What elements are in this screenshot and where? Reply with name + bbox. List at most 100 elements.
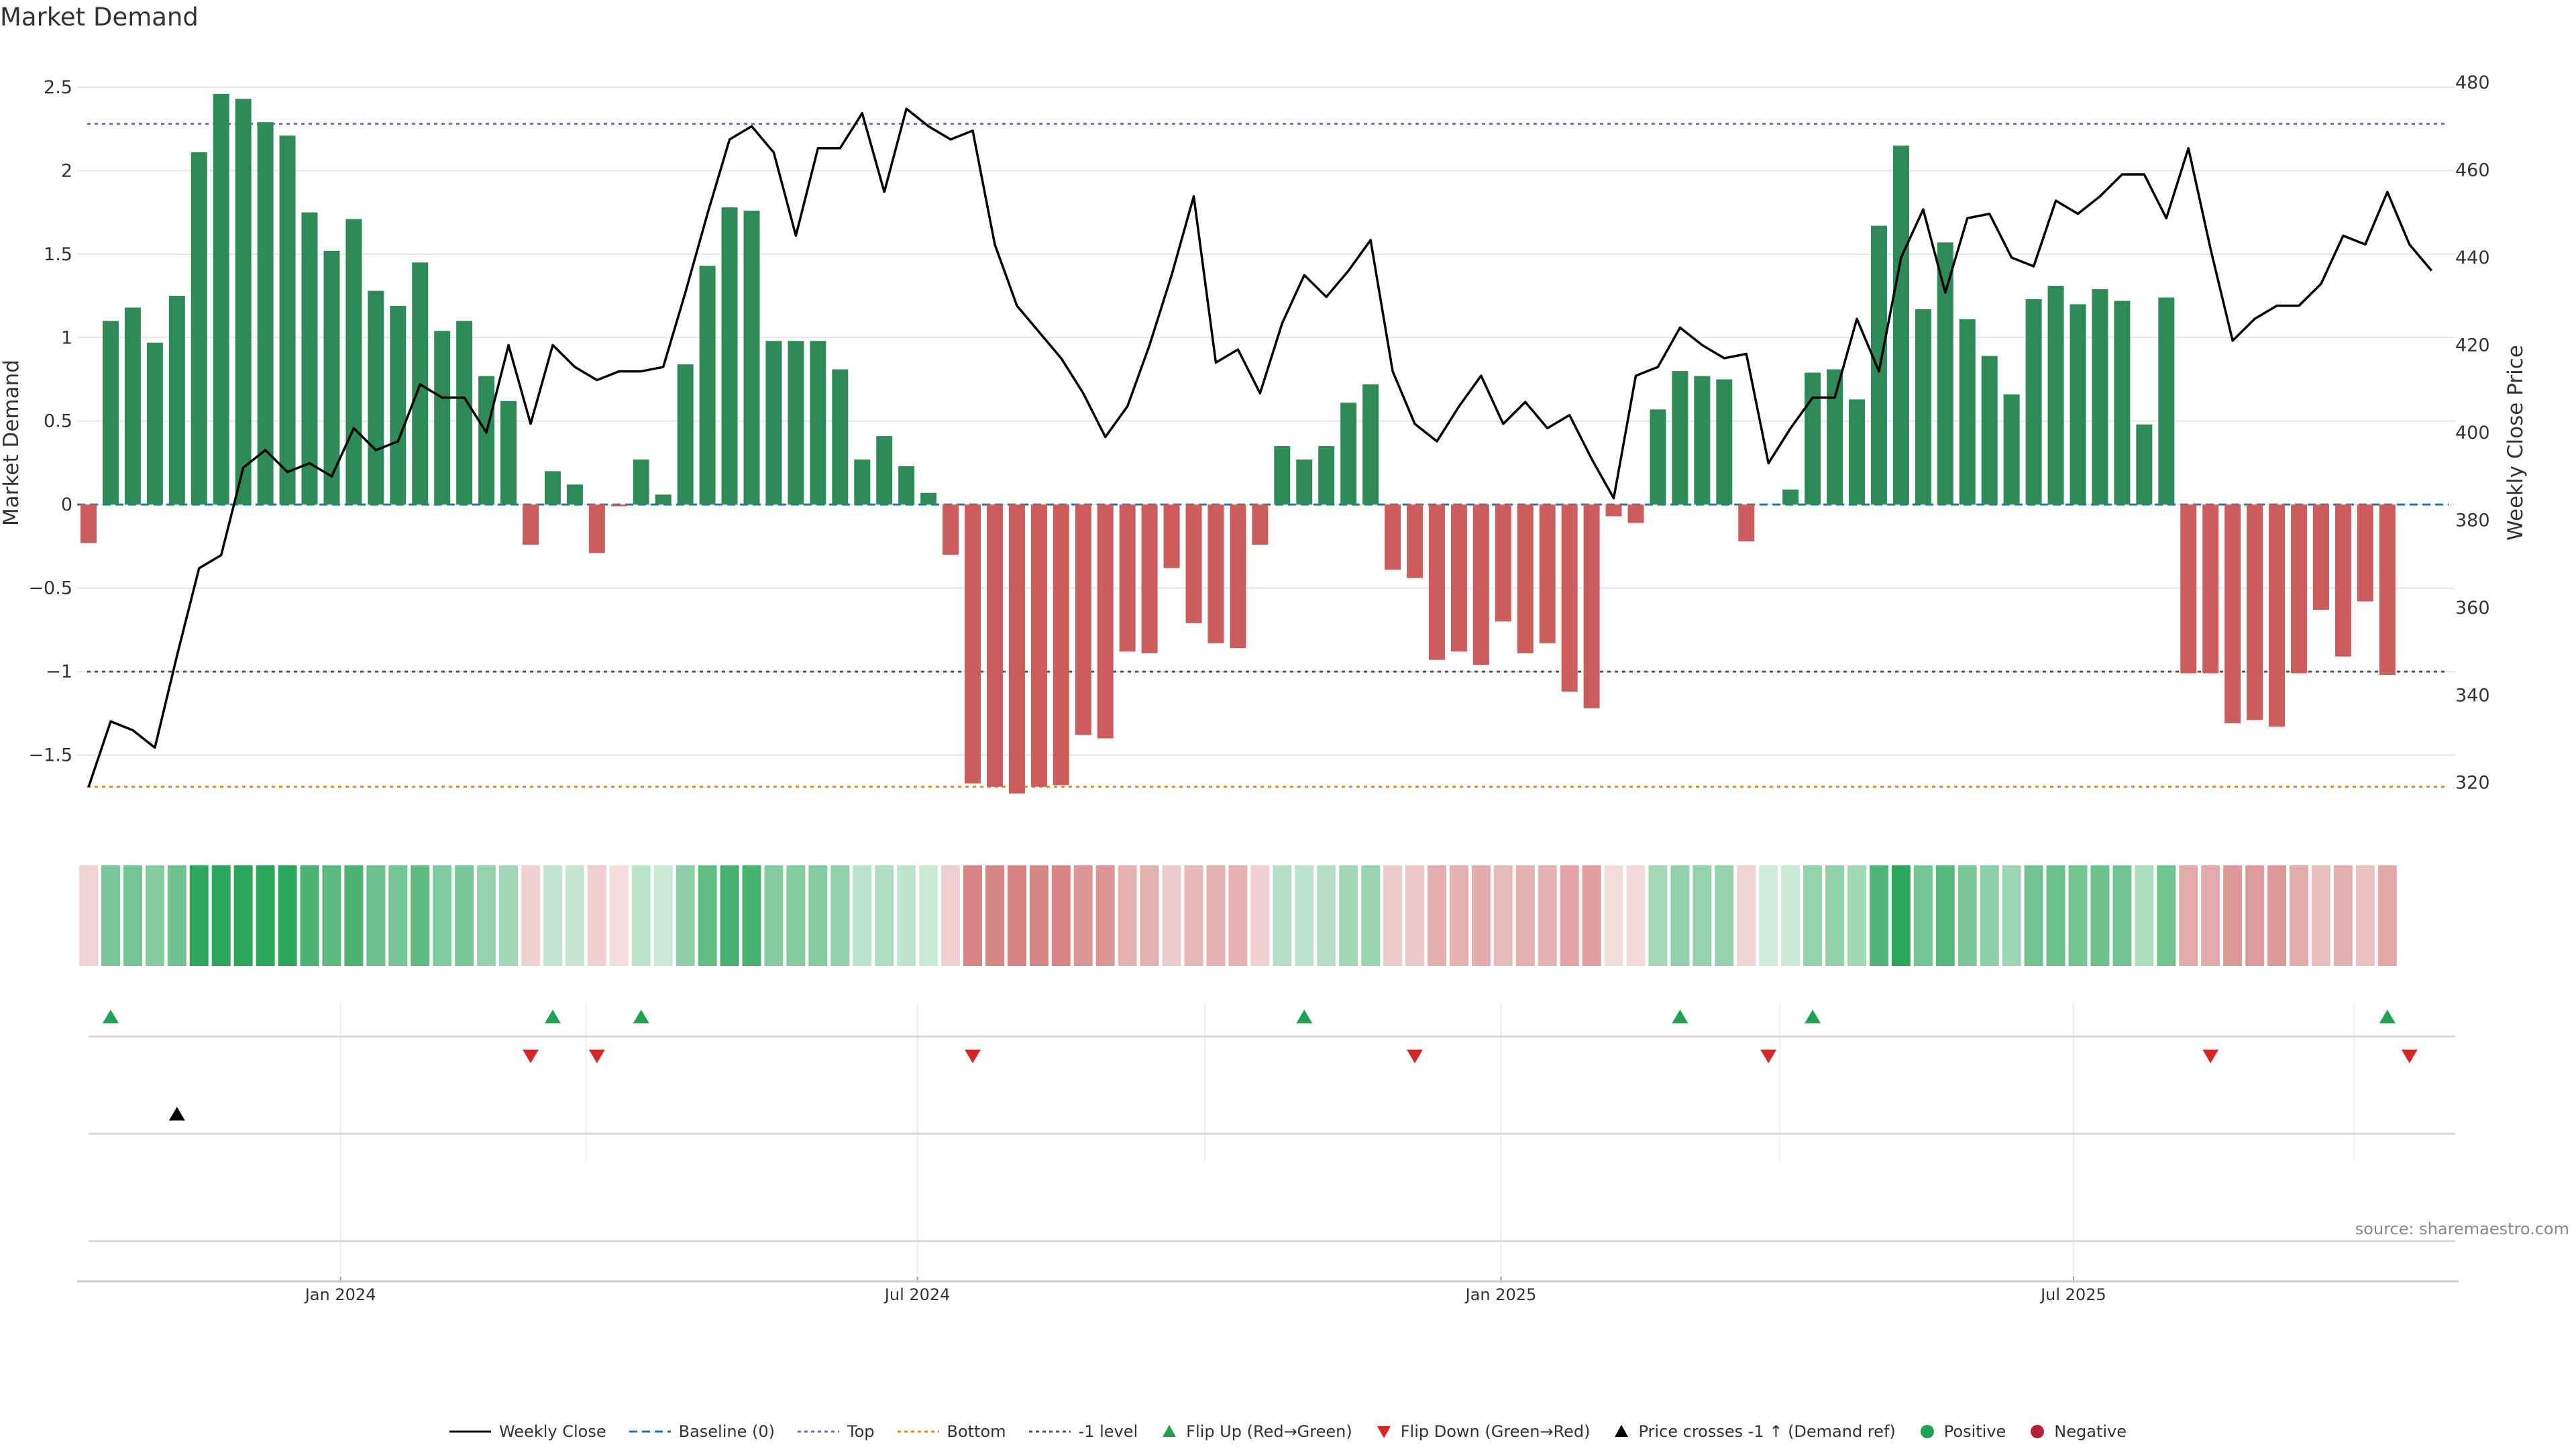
demand-bar xyxy=(898,466,915,505)
demand-bar xyxy=(1870,225,1887,505)
demand-bar xyxy=(1274,446,1291,505)
flip-down-marker xyxy=(1760,1049,1777,1063)
strip-cell xyxy=(897,865,916,966)
legend-item: Price crosses -1 ↑ (Demand ref) xyxy=(1613,1422,1896,1441)
legend-label: Weekly Close xyxy=(498,1422,606,1441)
demand-bar xyxy=(2312,504,2329,610)
demand-bar xyxy=(456,321,473,505)
strip-cell xyxy=(653,865,673,966)
demand-bar xyxy=(1252,504,1269,545)
strip-cell xyxy=(1715,865,1734,966)
y2-tick-label: 480 xyxy=(2455,72,2490,93)
strip-cell xyxy=(1493,865,1513,966)
demand-bar xyxy=(1053,504,1069,786)
flip-down-marker xyxy=(2401,1049,2418,1063)
strip-cell xyxy=(2090,865,2110,966)
demand-bar xyxy=(279,136,296,505)
demand-bar xyxy=(146,342,163,505)
demand-bar xyxy=(832,369,849,505)
legend-item: Top xyxy=(798,1422,875,1441)
flip-down-marker xyxy=(2202,1049,2219,1063)
demand-bar xyxy=(168,296,185,505)
legend-label: Price crosses -1 ↑ (Demand ref) xyxy=(1638,1422,1896,1441)
demand-bar xyxy=(810,341,826,505)
y-tick-label: −0.5 xyxy=(28,578,72,599)
axes: 2.5 2 1.5 1 0.5 0 −0.5 −1 −1.5 480 460 440 420 400 380… xyxy=(0,72,2528,1304)
chart-title: Market Demand xyxy=(0,3,199,32)
strip-cell xyxy=(875,865,894,966)
strip-cell xyxy=(145,865,164,966)
demand-bar xyxy=(523,504,539,545)
strip-cell xyxy=(211,865,231,966)
demand-bar xyxy=(2202,504,2219,674)
strip-cell xyxy=(1913,865,1933,966)
demand-bar xyxy=(1738,504,1755,541)
demand-bar xyxy=(610,504,627,506)
line-dotted-icon xyxy=(798,1430,839,1433)
strip-cell xyxy=(2068,865,2088,966)
line-dotted-icon xyxy=(1028,1430,1071,1433)
y-tick-label: 0.5 xyxy=(44,411,72,432)
strip-cell xyxy=(1781,865,1801,966)
line-solid-icon xyxy=(449,1430,491,1433)
demand-bar xyxy=(368,290,384,505)
legend-item: Flip Up (Red→Green) xyxy=(1161,1422,1352,1441)
strip-cell xyxy=(101,865,120,966)
y-tick-label: 1 xyxy=(61,327,72,348)
legend-label: Flip Down (Green→Red) xyxy=(1400,1422,1591,1441)
legend-item: Negative xyxy=(2029,1422,2127,1441)
strip-cell xyxy=(455,865,474,966)
legend-label: -1 level xyxy=(1078,1422,1138,1441)
strip-cell xyxy=(411,865,430,966)
strip-cell xyxy=(2355,865,2375,966)
y2-tick-label: 420 xyxy=(2455,335,2490,356)
strip-cell xyxy=(2377,865,2397,966)
demand-bar xyxy=(655,494,672,505)
strip-cell xyxy=(587,865,606,966)
legend-dot xyxy=(1920,1425,1934,1438)
demand-bar xyxy=(965,504,981,784)
legend-label: Bottom xyxy=(947,1422,1006,1441)
strip-cell xyxy=(433,865,452,966)
strip-cell xyxy=(1515,865,1535,966)
demand-bar xyxy=(1959,319,1976,505)
strip-cell xyxy=(1317,865,1336,966)
flip-up-marker xyxy=(1672,1010,1688,1024)
demand-bar xyxy=(1119,504,1136,652)
strip-cell xyxy=(2311,865,2330,966)
strip-cell xyxy=(963,865,982,966)
demand-bar xyxy=(566,484,583,505)
demand-bar xyxy=(1694,376,1711,505)
strip-cell xyxy=(676,865,695,966)
strip-cell xyxy=(233,865,253,966)
demand-bar xyxy=(1782,489,1799,505)
demand-bar xyxy=(1892,146,1909,505)
strip-cell xyxy=(786,865,806,966)
strip-cell xyxy=(631,865,651,966)
strip-cell xyxy=(2201,865,2220,966)
legend-triangle xyxy=(1377,1426,1391,1438)
demand-bar xyxy=(1583,504,1600,708)
strip-cell xyxy=(941,865,961,966)
legend-triangle xyxy=(1615,1425,1629,1437)
demand-bar xyxy=(1428,504,1445,660)
strip-cell xyxy=(499,865,519,966)
flip-up-marker xyxy=(1296,1010,1313,1024)
strip-cell xyxy=(2333,865,2353,966)
strip-cell xyxy=(167,865,186,966)
source-note: source: sharemaestro.com xyxy=(2355,1220,2569,1238)
flip-up-marker xyxy=(102,1010,119,1024)
demand-bar xyxy=(1716,379,1733,505)
strip-cell xyxy=(2157,865,2176,966)
strip-cell xyxy=(521,865,540,966)
legend-label: Positive xyxy=(1943,1422,2006,1441)
demand-bar xyxy=(2180,504,2197,674)
strip-cell xyxy=(1538,865,1557,966)
legend-label: Baseline (0) xyxy=(678,1422,775,1441)
strip-cell xyxy=(366,865,386,966)
demand-bar xyxy=(1472,504,1489,665)
demand-bars xyxy=(80,93,2396,794)
y-tick-label: −1 xyxy=(46,661,72,682)
demand-bar xyxy=(2224,504,2241,724)
triangle-down-icon xyxy=(1377,1426,1391,1438)
